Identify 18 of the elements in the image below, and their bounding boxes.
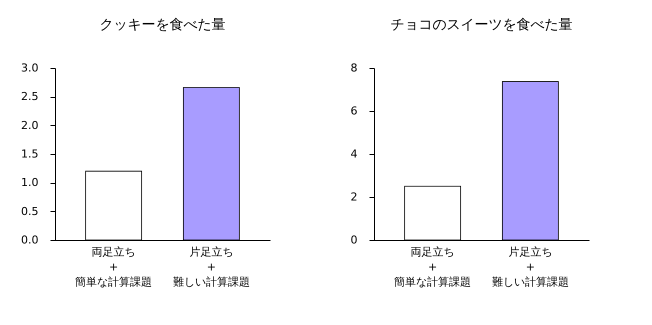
y-tick-label: 1.0 <box>21 176 38 190</box>
chart-title: クッキーを食べた量 <box>100 17 226 33</box>
y-tick-label: 1.5 <box>21 148 38 160</box>
y-tick-label: 2.5 <box>21 90 38 104</box>
x-tick-label: 片足立ち + 難しい計算課題 <box>172 246 250 288</box>
y-tick-label: 8 <box>350 62 358 74</box>
x-tick-label: 両足立ち + 簡単な計算課題 <box>75 246 152 288</box>
y-tick-label: 6 <box>350 104 358 118</box>
y-tick-label: 2.0 <box>21 118 38 132</box>
chart-title: チョコのスイーツを食べた量 <box>390 17 572 33</box>
y-tick-label: 4 <box>350 148 358 160</box>
y-tick-label: 3.0 <box>21 62 38 74</box>
y-tick-label: 0.0 <box>21 234 38 246</box>
x-tick-label: 両足立ち + 簡単な計算課題 <box>394 246 472 288</box>
y-tick-label: 0.5 <box>21 204 38 218</box>
y-tick-label: 0 <box>350 234 358 246</box>
x-tick-label: 片足立ち + 難しい計算課題 <box>492 246 569 288</box>
y-tick-label: 2 <box>350 190 358 204</box>
